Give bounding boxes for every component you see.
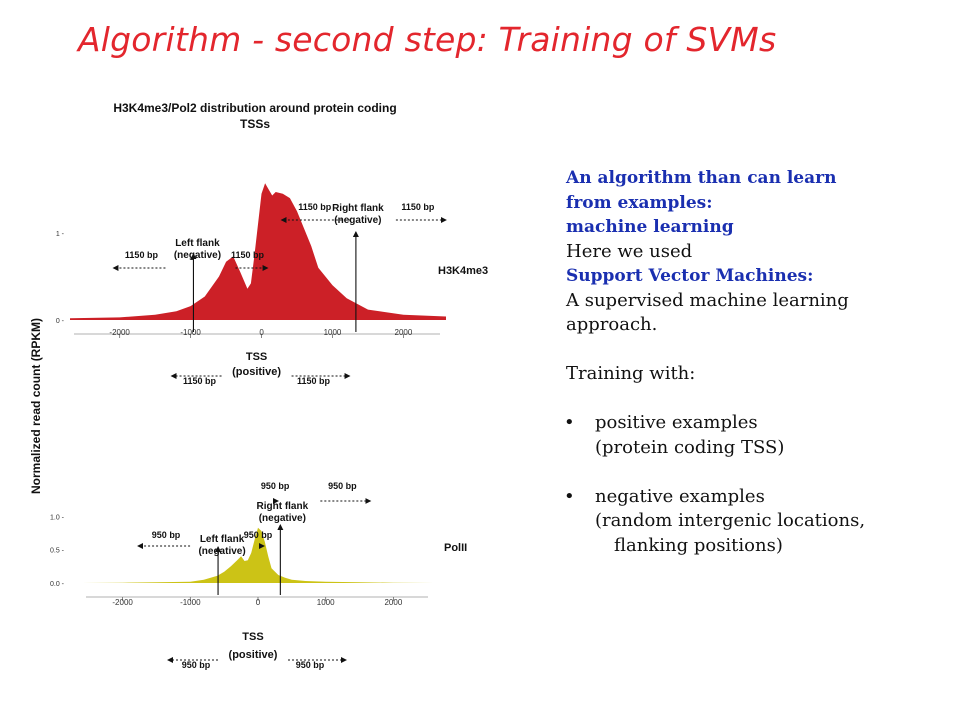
right-distance-label: 950 bp bbox=[328, 481, 357, 491]
series-label: H3K4me3 bbox=[438, 265, 488, 277]
y-tick-label: 0.0 - bbox=[50, 581, 65, 588]
x-tick-label: 1000 bbox=[317, 598, 335, 607]
x-tick-label: -1000 bbox=[180, 598, 201, 607]
x-tick-label: -2000 bbox=[109, 328, 130, 337]
y-axis-label: Normalized read count (RPKM) bbox=[29, 318, 43, 494]
tss-label: TSS bbox=[242, 631, 263, 643]
y-tick-label: 1 - bbox=[56, 231, 65, 238]
right-flank-negative: (negative) bbox=[334, 215, 381, 226]
bottom-right-distance-label: 1150 bp bbox=[297, 376, 331, 386]
x-tick-label: -1000 bbox=[180, 328, 201, 337]
text-panel: An algorithm than can learn from example… bbox=[564, 166, 956, 558]
y-tick-label: 0.5 - bbox=[50, 548, 65, 555]
right-flank-label: Right flank bbox=[332, 203, 384, 214]
text-line-1: An algorithm than can learn bbox=[566, 168, 837, 188]
y-tick-label: 0 - bbox=[56, 318, 65, 325]
top-distance-label: 1150 bp bbox=[298, 202, 332, 212]
bottom-left-distance-label: 1150 bp bbox=[183, 376, 217, 386]
chart-title-line-1: H3K4me3/Pol2 distribution around protein… bbox=[113, 101, 396, 115]
x-tick-label: -2000 bbox=[112, 598, 133, 607]
panel-polii: -2000 -1000 0 1000 2000 0.0 - 0.5 - 1.0 - PolII R… bbox=[50, 481, 467, 670]
bullet-negative-text: negative examples bbox=[595, 485, 765, 507]
x-tick-label: 2000 bbox=[395, 328, 413, 337]
x-tick-label: 2000 bbox=[384, 598, 402, 607]
top-distance-label: 950 bp bbox=[261, 481, 290, 491]
panel-h3k4me3: -2000 -1000 0 1000 2000 0 - 1 - H3K4me3 Right fl… bbox=[56, 183, 488, 386]
y-tick-label: 1.0 - bbox=[50, 514, 65, 521]
text-line-6: A supervised machine learning bbox=[566, 289, 849, 311]
area-h3k4me3 bbox=[70, 183, 446, 320]
right-flank-negative: (negative) bbox=[259, 513, 306, 524]
bullet-negative-sub-2: flanking positions) bbox=[614, 534, 783, 556]
text-line-7: approach. bbox=[566, 314, 658, 335]
text-line-5: Support Vector Machines: bbox=[566, 266, 814, 286]
left-distance-label: 950 bp bbox=[152, 530, 181, 540]
series-label: PolII bbox=[444, 542, 467, 554]
bottom-right-distance-label: 950 bp bbox=[296, 660, 325, 670]
text-line-8: Training with: bbox=[566, 363, 696, 384]
right-flank-label: Right flank bbox=[257, 501, 309, 512]
tss-positive-label: (positive) bbox=[232, 366, 281, 378]
tss-label: TSS bbox=[246, 351, 267, 363]
bullet-positive: • positive examples bbox=[564, 411, 956, 436]
text-line-2: from examples: bbox=[566, 192, 713, 213]
bullet-positive-sub: (protein coding TSS) bbox=[595, 436, 785, 458]
inner-distance-label: 1150 bp bbox=[231, 250, 265, 260]
x-tick-label: 1000 bbox=[324, 328, 342, 337]
left-flank-negative: (negative) bbox=[198, 546, 245, 557]
bullet-dot: • bbox=[564, 485, 575, 507]
text-line-3: machine learning bbox=[566, 217, 734, 237]
left-flank-label: Left flank bbox=[200, 534, 245, 545]
bottom-left-distance-label: 950 bp bbox=[182, 660, 211, 670]
chart-figure: H3K4me3/Pol2 distribution around protein… bbox=[29, 101, 488, 670]
bullet-positive-text: positive examples bbox=[595, 412, 758, 433]
bullet-dot: • bbox=[564, 412, 575, 433]
chart-title-line-2: TSSs bbox=[240, 117, 270, 131]
slide-title: Algorithm - second step: Training of SVM… bbox=[78, 20, 777, 59]
right-distance-label: 1150 bp bbox=[401, 202, 435, 212]
x-tick-label: 0 bbox=[259, 328, 264, 337]
bullet-negative-sub-1: (random intergenic locations, bbox=[595, 510, 866, 531]
x-tick-label: 0 bbox=[256, 598, 261, 607]
left-flank-label: Left flank bbox=[175, 238, 220, 249]
area-polii bbox=[82, 527, 434, 583]
inner-distance-label: 950 bp bbox=[244, 530, 273, 540]
left-distance-label: 1150 bp bbox=[125, 250, 159, 260]
tss-positive-label: (positive) bbox=[229, 649, 278, 661]
text-line-4: Here we used bbox=[566, 240, 693, 262]
bullet-negative: • negative examples bbox=[564, 485, 956, 510]
left-flank-negative: (negative) bbox=[174, 250, 221, 261]
